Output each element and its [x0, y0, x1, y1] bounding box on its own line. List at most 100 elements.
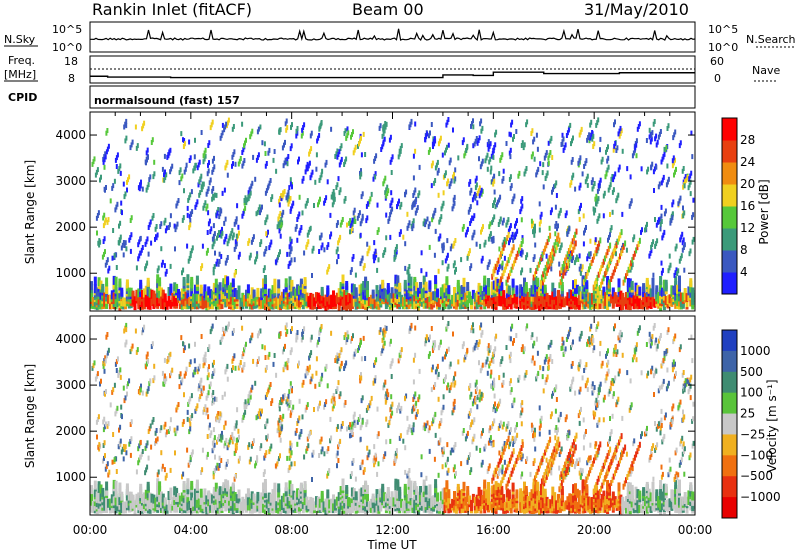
- heatmap-cell: [319, 175, 322, 181]
- heatmap-cell: [608, 184, 611, 190]
- heatmap-cell: [548, 152, 551, 158]
- heatmap-cell: [586, 173, 589, 179]
- heatmap-cell: [273, 299, 277, 309]
- heatmap-cell: [543, 276, 546, 283]
- heatmap-cell: [481, 291, 485, 300]
- heatmap-cell: [135, 265, 138, 271]
- heatmap-cell: [638, 286, 642, 296]
- heatmap-cell: [678, 275, 681, 285]
- heatmap-cell: [540, 295, 543, 305]
- heatmap-cell: [330, 300, 334, 310]
- heatmap-cell: [434, 275, 438, 285]
- heatmap-cell: [528, 492, 532, 502]
- heatmap-cell: [542, 162, 545, 168]
- heatmap-cell: [105, 292, 109, 302]
- heatmap-cell: [589, 122, 592, 128]
- heatmap-cell: [586, 256, 589, 262]
- heatmap-cell: [570, 289, 574, 299]
- heatmap-cell: [277, 289, 281, 299]
- heatmap-cell: [137, 242, 140, 248]
- heatmap-cell: [683, 288, 687, 297]
- heatmap-cell: [319, 122, 322, 128]
- heatmap-cell: [618, 235, 621, 242]
- heatmap-cell: [436, 159, 439, 165]
- heatmap-cell: [389, 234, 392, 240]
- heatmap-cell: [621, 300, 625, 310]
- heatmap-cell: [296, 297, 300, 307]
- heatmap-cell: [298, 489, 301, 499]
- heatmap-cell: [388, 216, 391, 222]
- heatmap-cell: [578, 132, 581, 138]
- heatmap-cell: [579, 270, 582, 276]
- heatmap-cell: [398, 282, 402, 292]
- heatmap-cell: [453, 200, 456, 206]
- heatmap-cell: [427, 224, 430, 230]
- heatmap-cell: [489, 141, 492, 147]
- heatmap-cell: [286, 504, 290, 514]
- heatmap-cell: [220, 133, 223, 139]
- heatmap-cell: [602, 275, 605, 282]
- heatmap-cell: [491, 151, 494, 156]
- heatmap-cell: [231, 235, 234, 241]
- heatmap-cell: [105, 496, 109, 506]
- heatmap-cell: [350, 283, 354, 293]
- heatmap-cell: [532, 300, 536, 310]
- heatmap-cell: [516, 218, 518, 224]
- heatmap-cell: [182, 481, 186, 490]
- heatmap-cell: [154, 502, 158, 512]
- heatmap-cell: [518, 247, 520, 254]
- heatmap-cell: [279, 224, 282, 230]
- heatmap-cell: [264, 220, 267, 226]
- heatmap-cell: [638, 237, 641, 244]
- heatmap-cell: [494, 204, 497, 210]
- heatmap-cell: [196, 165, 199, 171]
- heatmap-cell: [207, 186, 210, 192]
- heatmap-cell: [266, 214, 269, 220]
- heatmap-cell: [301, 499, 305, 509]
- heatmap-cell: [498, 246, 501, 252]
- heatmap-cell: [579, 495, 583, 505]
- heatmap-cell: [648, 127, 651, 133]
- heatmap-cell: [360, 487, 364, 497]
- heatmap-cell: [691, 239, 694, 245]
- heatmap-cell: [630, 198, 633, 204]
- heatmap-cell: [687, 292, 691, 301]
- heatmap-cell: [284, 278, 288, 288]
- heatmap-cell: [288, 261, 291, 267]
- heatmap-cell: [398, 198, 400, 204]
- heatmap-cell: [601, 278, 604, 285]
- heatmap-cell: [297, 159, 299, 165]
- heatmap-cell: [110, 300, 114, 309]
- heatmap-cell: [557, 223, 559, 229]
- heatmap-cell: [131, 494, 135, 504]
- heatmap-cell: [536, 290, 540, 299]
- power-ylabel: Slant Range [km]: [23, 160, 37, 264]
- heatmap-cell: [147, 182, 150, 188]
- heatmap-cell: [649, 300, 653, 309]
- heatmap-cell: [667, 176, 670, 182]
- heatmap-cell: [90, 281, 93, 291]
- heatmap-cell: [422, 488, 426, 498]
- heatmap-cell: [413, 292, 417, 302]
- heatmap-cell: [487, 482, 490, 491]
- heatmap-cell: [563, 269, 566, 276]
- heatmap-cell: [636, 285, 640, 295]
- heatmap-cell: [116, 201, 119, 207]
- heatmap-cell: [309, 504, 313, 514]
- heatmap-cell: [324, 301, 328, 311]
- heatmap-cell: [507, 217, 510, 223]
- heatmap-cell: [447, 263, 450, 269]
- heatmap-cell: [445, 122, 448, 128]
- heatmap-cell: [261, 204, 263, 210]
- heatmap-cell: [599, 136, 602, 142]
- heatmap-cell: [433, 141, 436, 147]
- heatmap-cell: [160, 246, 163, 252]
- heatmap-cell: [453, 260, 456, 266]
- heatmap-cell: [299, 227, 302, 233]
- heatmap-cell: [617, 256, 620, 263]
- heatmap-cell: [189, 192, 192, 198]
- heatmap-cell: [377, 227, 380, 233]
- heatmap-cell: [277, 300, 281, 310]
- heatmap-cell: [593, 253, 595, 260]
- heatmap-cell: [548, 225, 551, 231]
